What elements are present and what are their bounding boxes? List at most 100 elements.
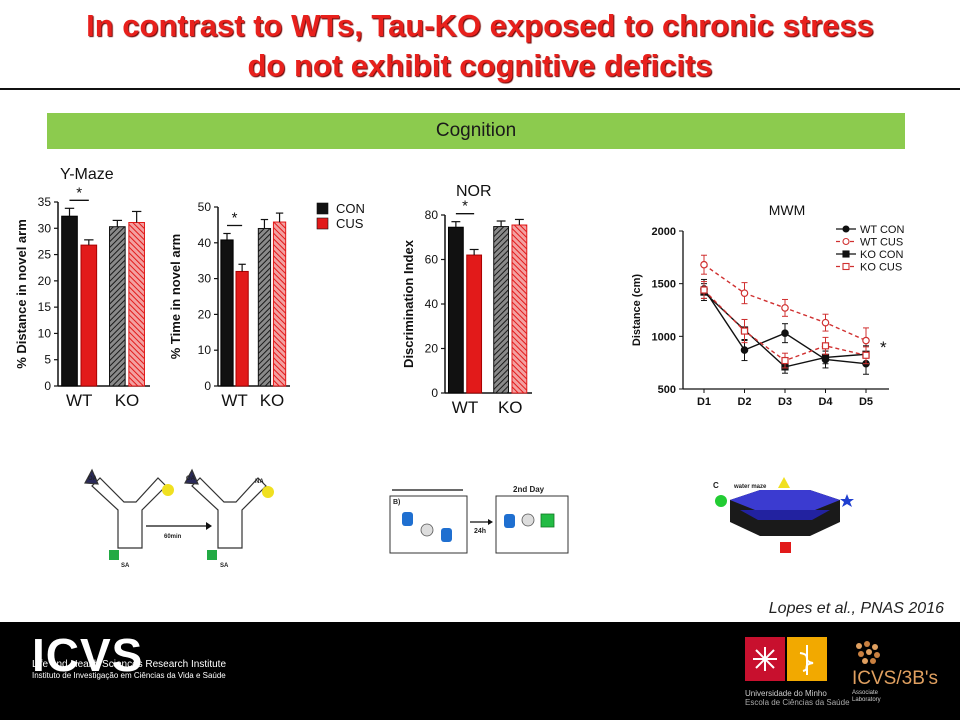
nor-label-time: 24h xyxy=(474,528,486,535)
legend-label-cus: CUS xyxy=(336,216,364,231)
chart3-title: NOR xyxy=(456,183,492,200)
icvs3b-subtitle-line-1: Associate xyxy=(852,690,879,696)
icvs3b-logo-text: ICVS/3B's xyxy=(852,668,938,689)
nor-object-cylinder-2 xyxy=(441,528,452,542)
nor-object-cylinder-1 xyxy=(402,512,413,526)
chart3-bar-ko-cus xyxy=(511,224,528,394)
chart3-y-tick-label: 80 xyxy=(425,208,439,222)
ymaze-object-triangle-1 xyxy=(84,468,99,485)
chart2-y-tick-label: 40 xyxy=(198,236,212,250)
chart4-y-axis-label: Distance (cm) xyxy=(631,274,643,346)
ymaze-green-marker-1 xyxy=(109,550,119,560)
icvs-logo-line-1: Life and Health Sciences Research Instit… xyxy=(32,659,226,670)
chart2-y-tick-label: 0 xyxy=(204,379,211,393)
slide-title-line-1: In contrast to WTs, Tau-KO exposed to ch… xyxy=(86,8,874,43)
mwm-cue-yellow-triangle xyxy=(778,477,790,488)
chart2-y-tick-label: 50 xyxy=(198,200,212,214)
icvs-logo-text: ICVS xyxy=(32,629,144,681)
chart3-group-label-ko: KO xyxy=(498,398,523,417)
chart3-significance-marker: * xyxy=(462,198,468,215)
chart1-bar-ko-con xyxy=(109,226,126,387)
chart4-point-ko-cus xyxy=(781,356,789,365)
slide-title: In contrast to WTs, Tau-KO exposed to ch… xyxy=(0,6,960,86)
chart1-y-tick-label: 5 xyxy=(44,353,51,367)
nor-object-cylinder-3 xyxy=(504,514,515,528)
uminho-logo xyxy=(745,637,827,681)
ymaze-label-oa-1: OA xyxy=(88,476,98,482)
chart3-y-axis-label: Discrimination Index xyxy=(401,239,416,368)
chart4-title: MWM xyxy=(769,202,806,218)
legend-label-con: CON xyxy=(336,201,365,216)
chart4-legend-marker-ko-con xyxy=(842,250,850,258)
chart4-x-tick-label: D4 xyxy=(818,396,833,408)
nor-mouse-icon-1 xyxy=(420,523,434,537)
chart1-y-tick-label: 0 xyxy=(44,379,51,393)
legend-swatch-con xyxy=(316,202,329,215)
chart4-legend-label-wt-cus: WT CUS xyxy=(860,237,903,249)
chart1-bar-wt-cus xyxy=(80,244,98,387)
nor-label-panel: B) xyxy=(393,499,400,506)
chart1-group-label-wt: WT xyxy=(66,391,92,410)
ymaze-arrow-head xyxy=(206,522,212,530)
chart1-y-tick-label: 30 xyxy=(38,221,52,235)
uminho-name: Universidade do Minho xyxy=(745,689,827,698)
chart4-legend-marker-ko-cus xyxy=(842,262,850,271)
chart4-significance-marker: * xyxy=(880,338,887,357)
chart1-bar-wt-con xyxy=(61,215,78,387)
ymaze-yellow-marker-2 xyxy=(262,486,274,498)
ymaze-green-marker-2 xyxy=(207,550,217,560)
chart4-point-ko-cus xyxy=(700,286,708,294)
chart2-bar-ko-con xyxy=(257,227,272,387)
chart4-point-wt-con xyxy=(740,346,749,354)
ymaze-schematic xyxy=(84,468,274,560)
chart1-title: Y-Maze xyxy=(60,166,114,183)
mwm-cue-green-circle xyxy=(715,495,727,507)
chart4-x-tick-label: D1 xyxy=(697,396,711,408)
nor-schematic xyxy=(389,489,569,554)
chart4-x-tick-label: D2 xyxy=(737,396,751,408)
nor-label-day: 2nd Day xyxy=(513,485,545,494)
section-banner-label: Cognition xyxy=(435,120,517,141)
ymaze-label-na: NA xyxy=(255,479,264,485)
chart1-y-tick-label: 15 xyxy=(38,300,52,314)
chart4-legend-marker-wt-con xyxy=(842,225,850,233)
chart2-bar-wt-cus xyxy=(235,270,249,387)
chart2-significance-marker: * xyxy=(232,209,238,226)
chart3-group-label-wt: WT xyxy=(452,398,478,417)
ymaze-label-time: 60min xyxy=(164,534,182,540)
mwm-pool-water-side xyxy=(740,510,830,520)
nor-object-cube xyxy=(540,513,555,528)
chart4-point-ko-cus xyxy=(862,351,870,359)
section-banner: Cognition xyxy=(47,113,905,149)
mwm-pool-water xyxy=(730,490,840,512)
icvs-logo-line-2: Instituto de Investigação em Ciências da… xyxy=(32,671,226,680)
slide-title-line-2: do not exhibit cognitive deficits xyxy=(247,48,713,83)
mwm-schematic xyxy=(715,477,854,553)
chart3-bar-wt-cus xyxy=(466,254,483,394)
mwm-label-title: water maze xyxy=(733,484,767,490)
chart4-point-ko-cus xyxy=(740,327,749,335)
ymaze-label-sa-1: SA xyxy=(121,563,130,569)
chart3-y-tick-label: 0 xyxy=(431,386,438,400)
icvs3b-subtitle: Associate Laboratory xyxy=(852,690,881,704)
chart1-y-axis-label: % Distance in novel arm xyxy=(14,219,29,369)
chart3-y-tick-label: 20 xyxy=(425,342,439,356)
chart1-y-tick-label: 20 xyxy=(38,274,52,288)
ymaze-arena-after xyxy=(191,477,267,549)
legend-swatch-cus xyxy=(316,217,329,230)
mwm-cue-blue-star xyxy=(840,494,854,507)
chart2-y-tick-label: 30 xyxy=(198,272,212,286)
chart1-bar-ko-cus xyxy=(128,222,145,387)
ymaze-arena-before xyxy=(91,477,167,549)
chart4-point-wt-cus xyxy=(821,318,830,327)
icvs3b-logo-dots-icon xyxy=(856,641,880,664)
ymaze-before xyxy=(84,468,174,560)
chart2-y-axis-label: % Time in novel arm xyxy=(168,234,183,359)
chart1-group-label-ko: KO xyxy=(115,391,140,410)
chart1-significance-marker: * xyxy=(76,184,82,201)
chart3-bar-wt-con xyxy=(447,226,464,394)
chart2-y-tick-label: 10 xyxy=(198,343,212,357)
ymaze-object-triangle-2 xyxy=(184,468,199,485)
chart4-x-tick-label: D5 xyxy=(859,396,873,408)
chart4-point-wt-cus xyxy=(862,336,870,345)
